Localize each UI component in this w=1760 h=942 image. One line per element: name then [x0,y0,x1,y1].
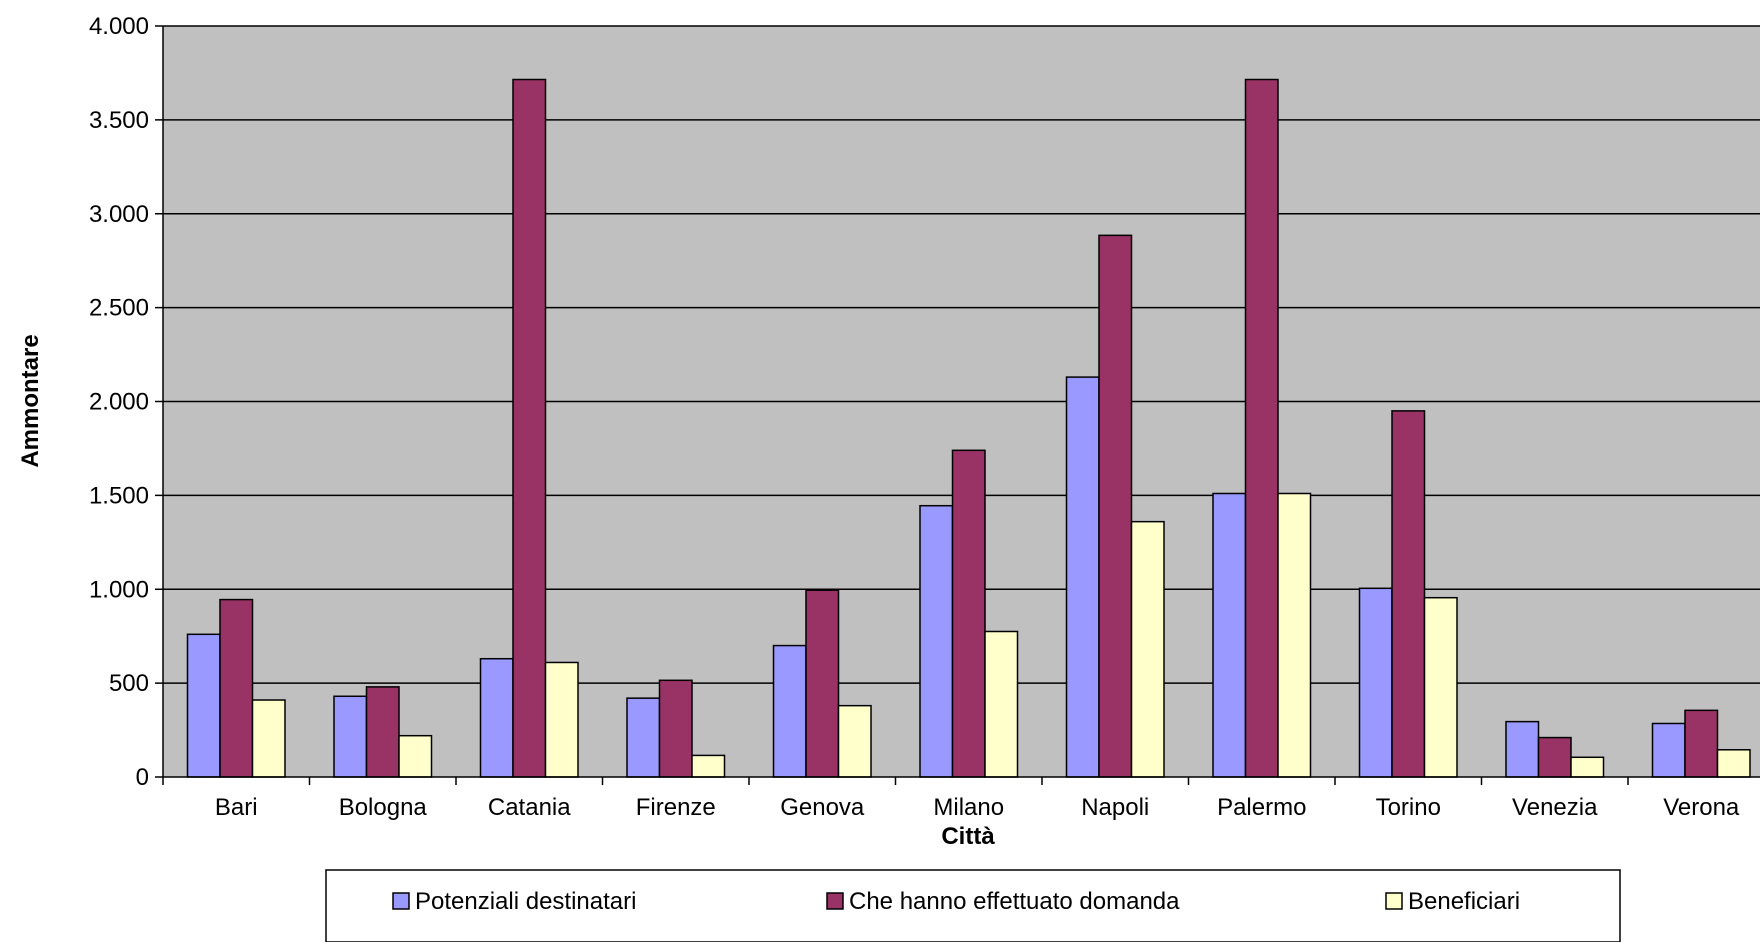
x-tick-label: Firenze [636,794,716,821]
bar-bologna-series-1 [333,695,368,778]
legend-label: Che hanno effettuato domanda [849,888,1180,915]
y-tick-label: 1.500 [89,482,149,509]
bar-milano-series-1 [919,504,954,778]
x-tick-label: Verona [1663,794,1740,821]
x-tick-label: Napoli [1081,794,1149,821]
y-tick-label: 2.000 [89,389,149,416]
x-axis-title: Città [941,823,995,850]
bar-bari-series-3 [251,699,286,778]
legend-swatch [1385,892,1403,910]
bar-milano-series-2 [951,449,986,778]
bar-genova-series-1 [772,644,807,778]
x-tick-label: Catania [488,794,571,821]
bar-firenze-series-3 [691,754,726,778]
y-tick-label: 0 [136,764,149,791]
x-tick-label: Bari [215,794,258,821]
bar-torino-series-3 [1423,596,1458,778]
bars [186,78,1751,778]
bar-venezia-series-2 [1537,736,1572,778]
bar-bari-series-2 [219,598,254,778]
x-tick-label: Venezia [1512,794,1598,821]
bar-verona-series-3 [1716,749,1751,778]
bar-firenze-series-1 [626,697,661,778]
bar-genova-series-3 [837,704,872,778]
bar-genova-series-2 [805,589,840,778]
bar-torino-series-2 [1391,410,1426,778]
y-tick-label: 1.000 [89,576,149,603]
y-axis-title: Ammontare [17,334,44,467]
x-tick-label: Bologna [339,794,428,821]
y-tick-label: 3.500 [89,107,149,134]
x-tick-labels: Bari Bologna Catania Firenze Genova Milano Nap… [215,794,1740,821]
y-tick-label: 2.500 [89,295,149,322]
legend-label: Potenziali destinatari [415,888,636,915]
y-tick-labels: 0 500 1.000 1.500 2.000 2.500 3.000 3.500 4.000 [89,13,149,791]
bar-bologna-series-2 [365,686,400,778]
axes [155,25,1760,785]
bar-milano-series-3 [984,630,1019,778]
bar-bari-series-1 [186,633,221,778]
bar-catania-series-1 [479,657,514,778]
legend-box [325,869,1621,942]
bar-torino-series-1 [1358,587,1393,778]
legend: Potenziali destinatari Che hanno effettua… [325,869,1621,942]
x-tick-label: Palermo [1217,794,1306,821]
y-tick-label: 3.000 [89,201,149,228]
bar-venezia-series-3 [1570,756,1605,778]
bar-palermo-series-3 [1277,492,1312,778]
y-tick-label: 4.000 [89,13,149,40]
bar-napoli-series-1 [1065,376,1100,778]
y-tick-label: 500 [109,670,149,697]
x-tick-label: Milano [933,794,1004,821]
legend-swatch [392,892,410,910]
legend-label: Beneficiari [1408,888,1520,915]
bar-napoli-series-3 [1130,520,1165,778]
bar-verona-series-1 [1651,722,1686,778]
bar-napoli-series-2 [1098,234,1133,778]
bar-bologna-series-3 [398,734,433,778]
x-tick-label: Genova [780,794,865,821]
bar-palermo-series-1 [1212,492,1247,778]
bar-catania-series-3 [544,661,579,778]
bar-palermo-series-2 [1244,78,1279,778]
bar-catania-series-2 [512,78,547,778]
bar-firenze-series-2 [658,679,693,778]
x-tick-label: Torino [1376,794,1441,821]
bar-venezia-series-1 [1505,720,1540,778]
legend-swatch [826,892,844,910]
bar-verona-series-2 [1684,709,1719,778]
